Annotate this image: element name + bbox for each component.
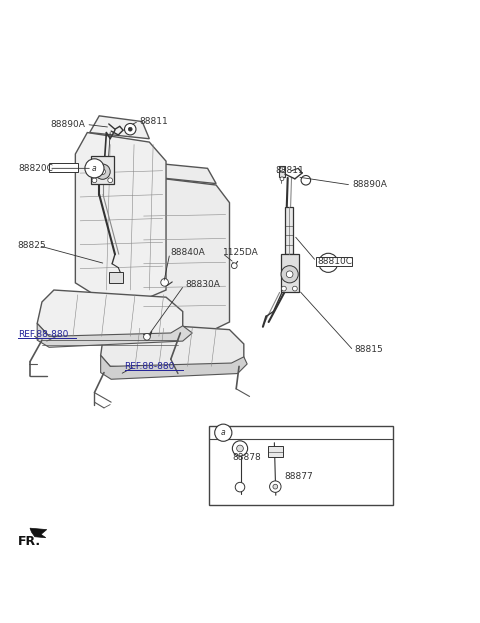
Circle shape [235, 482, 245, 492]
Circle shape [280, 177, 284, 181]
Circle shape [85, 159, 104, 178]
Bar [316, 257, 352, 265]
Text: 88840A: 88840A [171, 248, 205, 257]
Text: 88890A: 88890A [50, 120, 85, 129]
Bar [49, 163, 78, 172]
Text: a: a [326, 259, 331, 267]
Circle shape [281, 286, 286, 291]
Polygon shape [101, 322, 244, 371]
Circle shape [232, 441, 248, 456]
Polygon shape [152, 164, 216, 184]
Bar [281, 254, 299, 292]
Text: 88877: 88877 [284, 472, 313, 480]
Polygon shape [37, 323, 192, 347]
Polygon shape [101, 355, 247, 379]
Circle shape [279, 166, 285, 172]
Polygon shape [75, 133, 166, 297]
Circle shape [92, 178, 97, 183]
Text: 88890A: 88890A [352, 179, 387, 189]
Circle shape [215, 424, 232, 441]
Circle shape [301, 176, 311, 185]
Circle shape [319, 254, 338, 272]
Bar [109, 272, 123, 283]
Text: 88830A: 88830A [185, 280, 220, 289]
Circle shape [161, 278, 168, 286]
Circle shape [95, 164, 110, 179]
Text: 88815: 88815 [355, 345, 384, 354]
Text: FR.: FR. [18, 535, 41, 548]
Circle shape [237, 445, 243, 452]
Text: 1125DA: 1125DA [223, 248, 259, 257]
Text: REF.88-880: REF.88-880 [124, 362, 175, 371]
Polygon shape [37, 290, 183, 341]
Circle shape [281, 265, 298, 283]
Text: 88878: 88878 [233, 452, 262, 462]
Circle shape [286, 271, 293, 278]
Text: 88820C: 88820C [18, 164, 53, 173]
Polygon shape [137, 177, 229, 330]
Circle shape [108, 178, 113, 183]
Circle shape [144, 333, 150, 340]
Bar [91, 156, 114, 184]
Circle shape [124, 123, 136, 135]
Text: a: a [221, 428, 226, 437]
Circle shape [273, 484, 278, 489]
Text: 88810C: 88810C [318, 257, 353, 266]
Bar [209, 426, 393, 505]
Text: REF.88-880: REF.88-880 [18, 330, 69, 339]
Text: 88811: 88811 [276, 166, 304, 175]
Circle shape [100, 169, 106, 174]
Bar [279, 166, 285, 177]
Circle shape [231, 263, 237, 269]
Circle shape [292, 286, 297, 291]
Polygon shape [90, 116, 149, 139]
Text: a: a [92, 164, 97, 173]
Polygon shape [30, 528, 47, 538]
Bar [285, 206, 293, 254]
Circle shape [128, 127, 132, 131]
Text: 88825: 88825 [17, 241, 46, 250]
Text: 88811: 88811 [140, 117, 168, 126]
Circle shape [270, 481, 281, 492]
Polygon shape [268, 446, 283, 457]
